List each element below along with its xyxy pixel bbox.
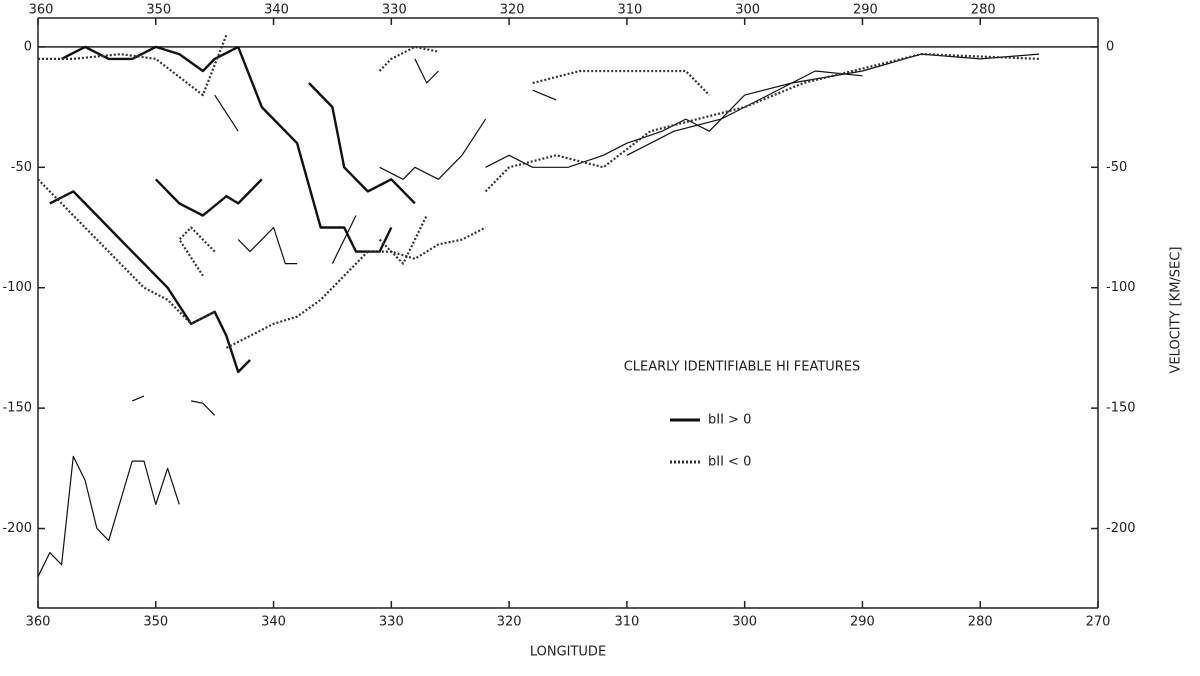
x-tick-label: 290 (850, 615, 875, 630)
trace (331, 215, 357, 264)
legend-label: bII > 0 (708, 413, 751, 428)
y-tick-label: 0 (24, 39, 32, 54)
trace (532, 69, 711, 96)
trace (131, 395, 145, 402)
y-axis-label: VELOCITY [KM/SEC] (1169, 247, 1184, 374)
x2-tick-label: 280 (971, 3, 996, 18)
trace (190, 400, 216, 416)
trace (38, 34, 228, 97)
trace (61, 45, 239, 73)
trace (49, 190, 251, 374)
trace (379, 118, 487, 180)
x-tick-label: 330 (379, 615, 404, 630)
x-tick-label: 270 (1086, 615, 1111, 630)
x2-tick-label: 320 (500, 3, 525, 18)
trace (37, 455, 180, 577)
trace (214, 94, 239, 132)
trace (485, 53, 1040, 168)
trace (626, 70, 863, 156)
trace (178, 226, 216, 277)
x-tick-label: 300 (732, 615, 757, 630)
y-tick-label: -100 (2, 280, 32, 295)
y-tick-label-right: -50 (1106, 160, 1127, 175)
x2-tick-label: 330 (382, 3, 407, 18)
y-tick-label: -150 (2, 401, 32, 416)
x-tick-label: 340 (261, 615, 286, 630)
trace (378, 45, 439, 72)
x2-tick-label: 360 (29, 3, 54, 18)
trace (237, 226, 298, 265)
trace (37, 178, 216, 325)
trace (378, 215, 428, 265)
y-tick-label-right: 0 (1106, 39, 1114, 54)
x2-tick-label: 290 (853, 3, 878, 18)
trace (308, 82, 416, 205)
y-tick-label: -50 (11, 160, 32, 175)
y-tick-label-right: -150 (1106, 401, 1136, 416)
trace (414, 58, 439, 84)
legend-label: bII < 0 (708, 455, 751, 470)
trace (532, 89, 557, 101)
trace (484, 53, 1040, 193)
y-tick-label-right: -200 (1106, 521, 1136, 536)
y-tick-label: -200 (2, 521, 32, 536)
legend-title: CLEARLY IDENTIFIABLE HI FEATURES (624, 360, 861, 375)
x-tick-label: 350 (143, 615, 168, 630)
trace (154, 178, 263, 217)
x2-tick-label: 340 (264, 3, 289, 18)
x-tick-label: 310 (614, 615, 639, 630)
x-tick-label: 360 (26, 615, 51, 630)
x2-tick-label: 310 (617, 3, 642, 18)
x2-tick-label: 300 (735, 3, 760, 18)
trace (237, 46, 393, 253)
trace (225, 226, 487, 349)
x-axis-label: LONGITUDE (530, 645, 606, 660)
x2-tick-label: 350 (146, 3, 171, 18)
x-tick-label: 280 (968, 615, 993, 630)
x-tick-label: 320 (497, 615, 522, 630)
y-tick-label-right: -100 (1106, 280, 1136, 295)
